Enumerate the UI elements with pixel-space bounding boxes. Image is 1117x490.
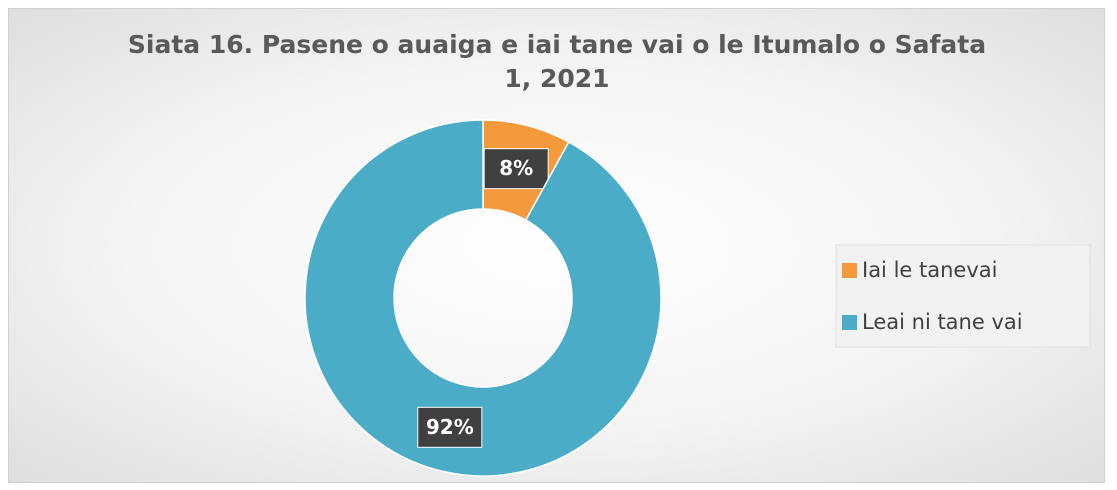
data-label-box <box>417 406 483 448</box>
legend-label: Leai ni tane vai <box>862 310 1023 334</box>
data-label-box <box>483 148 549 190</box>
data-label: 92% <box>426 415 474 439</box>
chart-title: Siata 16. Pasene o auaiga e iai tane vai… <box>127 30 987 93</box>
donut-slice <box>304 119 662 477</box>
data-label: 8% <box>499 156 533 180</box>
legend-label: Iai le tanevai <box>862 258 997 282</box>
legend-swatch <box>842 315 857 330</box>
legend-swatch <box>842 263 857 278</box>
legend-box <box>835 244 1091 348</box>
